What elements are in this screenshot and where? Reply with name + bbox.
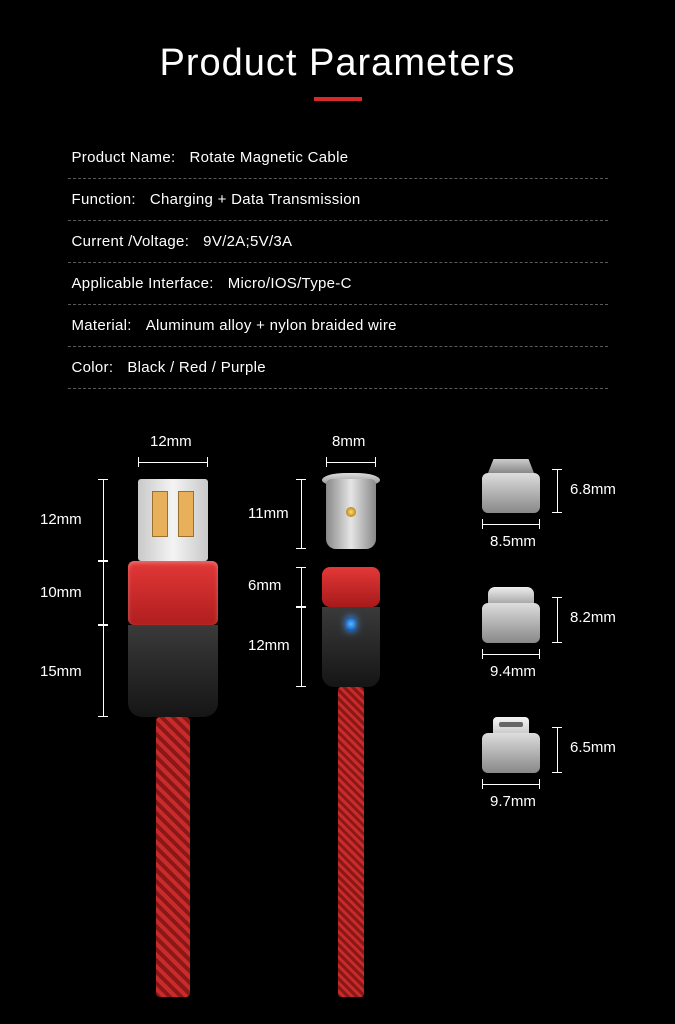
dim-bracket — [552, 727, 562, 773]
page-title: Product Parameters — [0, 0, 675, 85]
dim-bracket — [296, 567, 306, 607]
spec-row: Product Name: Rotate Magnetic Cable — [68, 137, 608, 179]
dim-label: 11mm — [248, 505, 289, 522]
dim-label: 6.8mm — [570, 481, 616, 498]
dim-bracket — [296, 607, 306, 687]
dim-label: 12mm — [40, 511, 82, 528]
dim-label: 6.5mm — [570, 739, 616, 756]
spec-row: Function: Charging + Data Transmission — [68, 179, 608, 221]
dim-bracket — [482, 779, 540, 789]
type-c-icon — [482, 587, 540, 643]
dim-label: 6mm — [248, 577, 281, 594]
dim-bracket — [296, 479, 306, 549]
magnetic-tip-icon — [326, 479, 376, 549]
spec-value: Micro/IOS/Type-C — [228, 275, 352, 292]
dim-bracket — [552, 597, 562, 643]
spec-label: Function: — [72, 191, 136, 208]
dim-label: 9.4mm — [490, 663, 536, 680]
micro-usb-icon — [482, 459, 540, 513]
dim-bracket — [98, 625, 108, 717]
dim-bracket — [482, 649, 540, 659]
spec-label: Material: — [72, 317, 132, 334]
dim-bracket — [138, 457, 208, 467]
magnetic-housing — [322, 567, 380, 607]
lightning-icon — [482, 717, 540, 773]
dimension-diagram: 12mm 12mm 10mm 15mm 8mm 11mm 6mm 12mm 6.… — [0, 419, 675, 979]
spec-row: Current /Voltage: 9V/2A;5V/3A — [68, 221, 608, 263]
spec-row: Applicable Interface: Micro/IOS/Type-C — [68, 263, 608, 305]
spec-row: Color: Black / Red / Purple — [68, 347, 608, 389]
spec-value: Black / Red / Purple — [127, 359, 266, 376]
dim-bracket — [482, 519, 540, 529]
spec-row: Material: Aluminum alloy + nylon braided … — [68, 305, 608, 347]
led-icon — [346, 617, 356, 631]
dim-label: 8.2mm — [570, 609, 616, 626]
title-underline — [314, 97, 362, 101]
spec-value: Charging + Data Transmission — [150, 191, 361, 208]
dim-label: 9.7mm — [490, 793, 536, 810]
usb-collar — [128, 625, 218, 717]
spec-label: Product Name: — [72, 149, 176, 166]
spec-label: Color: — [72, 359, 114, 376]
spec-value: Aluminum alloy + nylon braided wire — [146, 317, 397, 334]
dim-label: 10mm — [40, 584, 82, 601]
dim-label: 8.5mm — [490, 533, 536, 550]
usb-plug-icon — [138, 479, 208, 561]
braided-cable — [338, 687, 364, 997]
spec-value: Rotate Magnetic Cable — [189, 149, 348, 166]
dim-label: 15mm — [40, 663, 82, 680]
spec-value: 9V/2A;5V/3A — [203, 233, 292, 250]
dim-bracket — [98, 479, 108, 561]
dim-bracket — [552, 469, 562, 513]
spec-table: Product Name: Rotate Magnetic Cable Funct… — [68, 137, 608, 389]
dim-label: 8mm — [332, 433, 365, 450]
usb-housing — [128, 561, 218, 625]
dim-label: 12mm — [150, 433, 192, 450]
spec-label: Current /Voltage: — [72, 233, 190, 250]
infographic: Product Parameters Product Name: Rotate M… — [0, 0, 675, 1024]
spec-label: Applicable Interface: — [72, 275, 214, 292]
dim-label: 12mm — [248, 637, 290, 654]
dim-bracket — [98, 561, 108, 625]
dim-bracket — [326, 457, 376, 467]
braided-cable — [156, 717, 190, 997]
